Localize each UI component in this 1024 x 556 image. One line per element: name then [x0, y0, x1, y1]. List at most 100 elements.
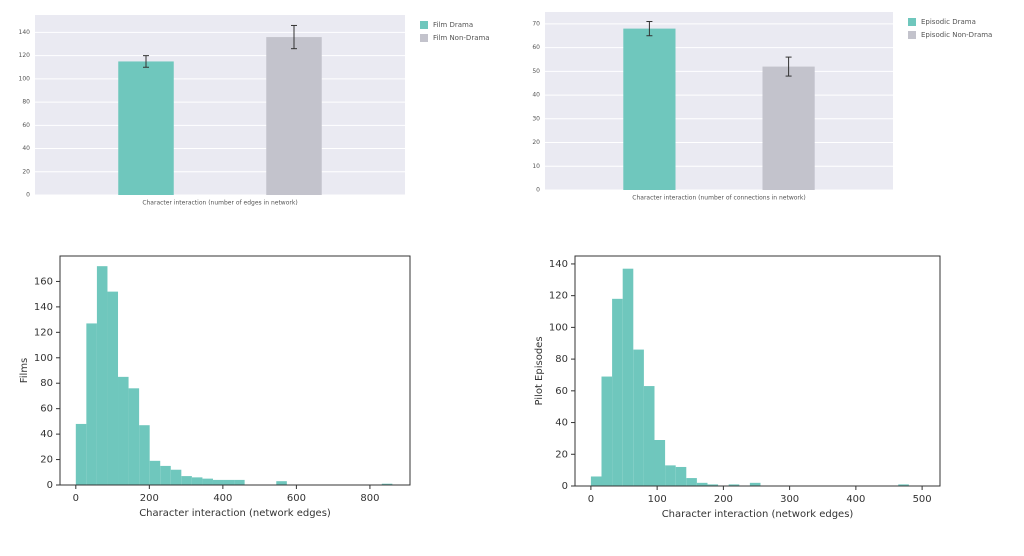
x-axis-label: Character interaction (network edges): [662, 509, 854, 520]
y-tick-label: 60: [555, 386, 568, 397]
histogram-bar: [170, 469, 182, 485]
y-tick-label: 120: [19, 52, 31, 59]
y-tick-label: 120: [549, 291, 568, 302]
legend-swatch: [908, 31, 916, 39]
y-tick-label: 80: [22, 99, 30, 106]
x-tick-label: 100: [648, 494, 667, 505]
x-tick-label: 0: [73, 493, 79, 504]
histogram-bar: [202, 478, 213, 485]
x-tick-label: 800: [360, 493, 379, 504]
x-axis-label: Character interaction (number of edges i…: [142, 200, 297, 207]
y-tick-label: 30: [532, 115, 540, 122]
x-tick-label: 0: [588, 494, 594, 505]
histogram-bar: [654, 440, 666, 486]
x-tick-label: 400: [213, 493, 232, 504]
y-tick-label: 0: [562, 481, 568, 492]
histogram-bar: [686, 478, 697, 486]
plot-frame: [574, 255, 941, 487]
histogram-bar: [675, 466, 687, 486]
y-tick-label: 40: [40, 429, 53, 440]
plot-background: [545, 12, 893, 190]
plot-background: [35, 15, 405, 195]
histogram-bar: [107, 291, 119, 485]
histogram-bar: [191, 477, 203, 485]
y-tick-label: 20: [22, 168, 30, 175]
y-tick-label: 60: [22, 122, 30, 129]
y-tick-label: 10: [532, 163, 540, 170]
histogram-bar: [128, 388, 140, 485]
y-tick-label: 100: [34, 353, 53, 364]
histogram-bar: [696, 482, 708, 486]
legend-label: Episodic Drama: [921, 18, 976, 26]
y-tick-label: 100: [549, 322, 568, 333]
bar: [762, 66, 815, 190]
bar: [623, 28, 676, 191]
legend-swatch: [420, 34, 428, 42]
histogram-bar: [139, 425, 150, 485]
y-tick-label: 0: [47, 480, 53, 491]
y-tick-label: 100: [19, 75, 31, 82]
legend-swatch: [908, 18, 916, 26]
y-tick-label: 40: [532, 92, 540, 99]
histogram-bar: [381, 483, 393, 485]
y-tick-label: 20: [555, 449, 568, 460]
histogram-bar: [149, 460, 161, 485]
histogram-bar: [234, 479, 245, 485]
y-tick-label: 80: [555, 354, 568, 365]
histogram-bar: [181, 476, 192, 485]
x-tick-label: 600: [287, 493, 306, 504]
y-tick-label: 40: [555, 418, 568, 429]
y-tick-label: 40: [22, 145, 30, 152]
y-tick-label: 0: [26, 192, 30, 199]
histogram-bar: [212, 479, 224, 485]
y-tick-label: 160: [34, 276, 53, 287]
histogram-bar: [86, 323, 97, 485]
y-tick-label: 20: [532, 139, 540, 146]
histogram-bar: [75, 423, 87, 485]
y-axis-label: Pilot Episodes: [534, 336, 545, 405]
histogram-bar: [590, 476, 602, 486]
histogram-bar: [633, 349, 644, 486]
y-tick-label: 0: [536, 187, 540, 194]
histogram-bar: [707, 484, 719, 486]
y-tick-label: 80: [40, 378, 53, 389]
histogram-bar: [276, 481, 287, 485]
legend-label: Film Non-Drama: [433, 34, 490, 42]
bar: [266, 37, 322, 196]
histogram-bar: [665, 465, 676, 486]
x-tick-label: 200: [140, 493, 159, 504]
histogram-bar: [898, 484, 909, 486]
histogram-bar: [601, 376, 613, 486]
histogram-bar: [96, 266, 108, 485]
y-tick-label: 140: [19, 29, 31, 36]
x-axis-label: Character interaction (number of connect…: [632, 195, 805, 202]
y-tick-label: 70: [532, 20, 540, 27]
x-axis-label: Character interaction (network edges): [139, 508, 331, 519]
histogram-bar: [622, 268, 634, 486]
y-tick-label: 60: [40, 404, 53, 415]
y-tick-label: 20: [40, 455, 53, 466]
histogram-bar: [160, 465, 171, 485]
y-tick-label: 120: [34, 327, 53, 338]
histogram-bar: [749, 482, 761, 486]
y-axis-label: Films: [19, 358, 30, 384]
histogram-bar: [643, 386, 655, 486]
x-tick-label: 300: [780, 494, 799, 505]
legend-label: Film Drama: [433, 21, 473, 29]
plot-frame: [59, 255, 411, 486]
legend-swatch: [420, 21, 428, 29]
x-tick-label: 500: [913, 494, 932, 505]
histogram-bar: [728, 484, 740, 486]
y-tick-label: 140: [549, 259, 568, 270]
legend-label: Episodic Non-Drama: [921, 31, 992, 39]
histogram-bar: [223, 479, 235, 485]
y-tick-label: 50: [532, 68, 540, 75]
bar: [118, 61, 174, 195]
histogram-bar: [118, 376, 129, 485]
y-tick-label: 60: [532, 44, 540, 51]
y-tick-label: 140: [34, 302, 53, 313]
histogram-bar: [612, 298, 623, 486]
x-tick-label: 200: [714, 494, 733, 505]
x-tick-label: 400: [846, 494, 865, 505]
